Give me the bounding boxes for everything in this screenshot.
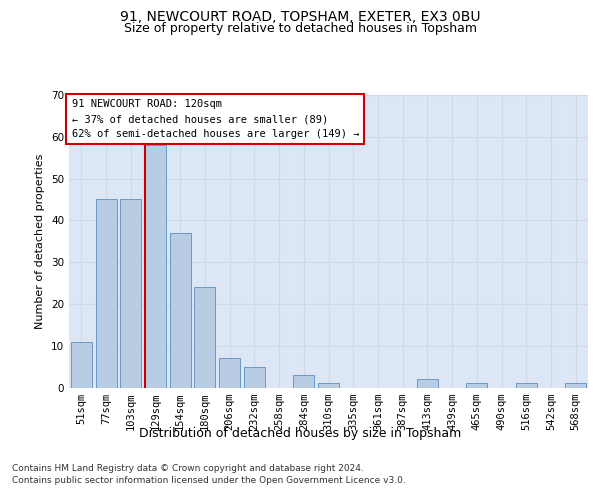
Text: Size of property relative to detached houses in Topsham: Size of property relative to detached ho… (124, 22, 476, 35)
Bar (318, 384, 339, 388)
Y-axis label: Number of detached properties: Number of detached properties (35, 154, 46, 329)
Bar (95, 200, 116, 388)
Bar (120, 200, 141, 388)
Text: 91 NEWCOURT ROAD: 120sqm
← 37% of detached houses are smaller (89)
62% of semi-d: 91 NEWCOURT ROAD: 120sqm ← 37% of detach… (71, 100, 359, 139)
Text: Contains public sector information licensed under the Open Government Licence v3: Contains public sector information licen… (12, 476, 406, 485)
Bar (194, 287, 215, 388)
Bar (71, 342, 92, 388)
Bar (466, 384, 487, 388)
Text: Contains HM Land Registry data © Crown copyright and database right 2024.: Contains HM Land Registry data © Crown c… (12, 464, 364, 473)
Text: Distribution of detached houses by size in Topsham: Distribution of detached houses by size … (139, 428, 461, 440)
Text: 91, NEWCOURT ROAD, TOPSHAM, EXETER, EX3 0BU: 91, NEWCOURT ROAD, TOPSHAM, EXETER, EX3 … (120, 10, 480, 24)
Bar (516, 384, 537, 388)
Bar (219, 358, 240, 388)
Bar (244, 366, 265, 388)
Bar (417, 379, 438, 388)
Bar (170, 233, 191, 388)
Bar (565, 384, 586, 388)
Bar (145, 145, 166, 388)
Bar (293, 375, 314, 388)
